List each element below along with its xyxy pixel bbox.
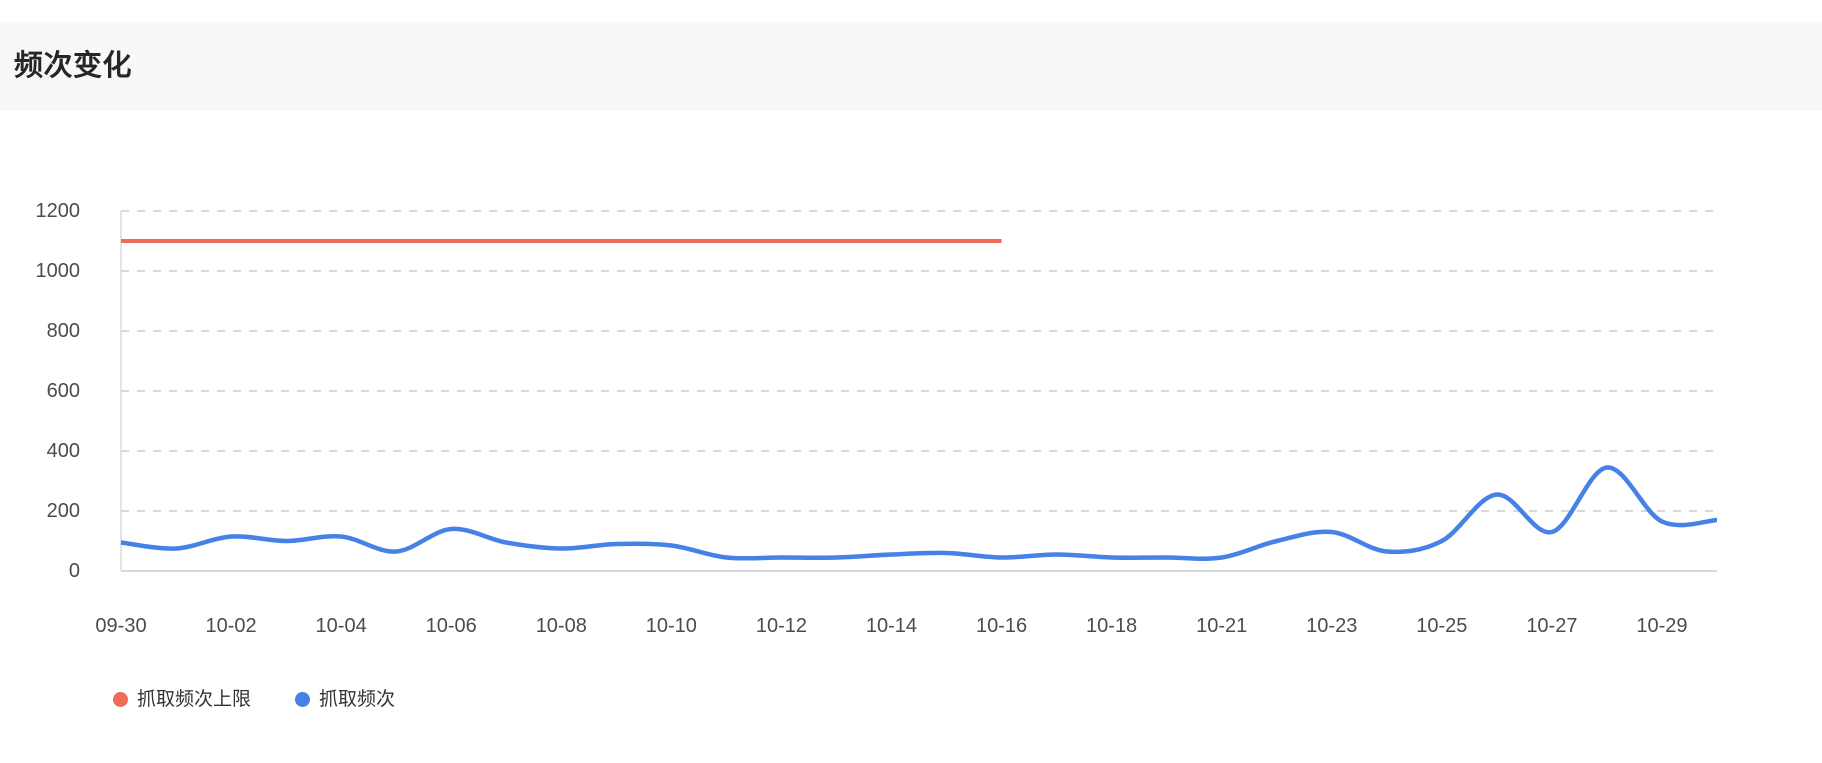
frequency-chart: 0 200 400 600 800 1000 1200 09-30 10-02 10-04 10-0… [0, 111, 1822, 763]
svg-text:10-02: 10-02 [205, 615, 256, 637]
frequency-series-dot-icon [295, 691, 311, 707]
legend-item-frequency[interactable]: 抓取频次 [295, 690, 395, 709]
svg-text:10-27: 10-27 [1526, 615, 1577, 637]
limit-series-dot-icon [113, 691, 128, 707]
svg-text:10-16: 10-16 [976, 615, 1027, 637]
svg-text:10-14: 10-14 [866, 615, 917, 637]
legend: 抓取频次上限 抓取频次 [113, 684, 395, 714]
svg-text:09-30: 09-30 [95, 615, 146, 637]
svg-text:10-12: 10-12 [756, 615, 807, 637]
svg-text:1000: 1000 [36, 260, 81, 282]
svg-text:400: 400 [47, 440, 80, 462]
svg-text:800: 800 [47, 320, 80, 342]
svg-text:200: 200 [47, 500, 80, 522]
svg-text:10-21: 10-21 [1196, 615, 1247, 637]
legend-item-limit[interactable]: 抓取频次上限 [113, 690, 251, 709]
svg-text:600: 600 [47, 380, 80, 402]
page-title: 频次变化 [14, 50, 133, 82]
svg-text:10-10: 10-10 [646, 615, 697, 637]
svg-text:1200: 1200 [36, 200, 81, 222]
legend-label-limit: 抓取频次上限 [137, 688, 252, 710]
legend-label-frequency: 抓取频次 [319, 688, 396, 710]
svg-text:10-04: 10-04 [316, 615, 367, 637]
svg-text:10-06: 10-06 [426, 615, 477, 637]
svg-text:10-29: 10-29 [1636, 615, 1687, 637]
svg-text:10-23: 10-23 [1306, 615, 1357, 637]
svg-text:10-25: 10-25 [1416, 615, 1467, 637]
chart-plot-area: 0 200 400 600 800 1000 1200 09-30 10-02 10-04 10-0… [36, 200, 1718, 637]
header-band: 频次变化 [0, 22, 1822, 111]
svg-text:10-18: 10-18 [1086, 615, 1137, 637]
svg-text:10-08: 10-08 [536, 615, 587, 637]
svg-text:0: 0 [69, 560, 80, 582]
